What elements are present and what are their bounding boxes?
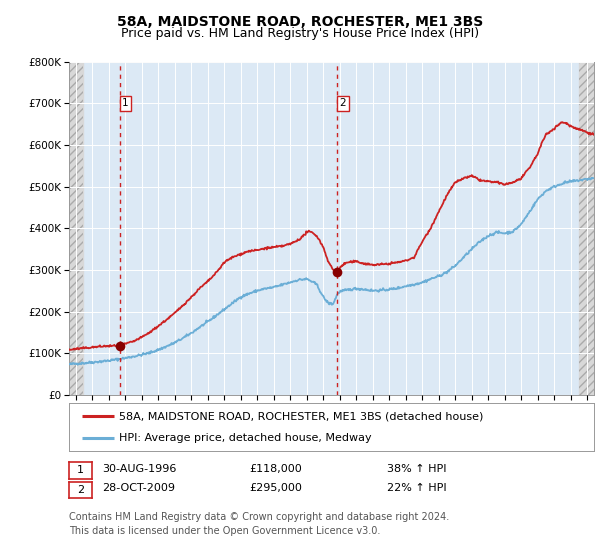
Bar (69, 62, 83, 395)
Text: 30-AUG-1996: 30-AUG-1996 (102, 464, 176, 474)
Text: Price paid vs. HM Land Registry's House Price Index (HPI): Price paid vs. HM Land Registry's House … (121, 27, 479, 40)
Text: 2: 2 (340, 98, 346, 108)
Text: 28-OCT-2009: 28-OCT-2009 (102, 483, 175, 493)
Text: 1: 1 (77, 465, 84, 475)
Text: 58A, MAIDSTONE ROAD, ROCHESTER, ME1 3BS (detached house): 58A, MAIDSTONE ROAD, ROCHESTER, ME1 3BS … (119, 411, 483, 421)
Text: £118,000: £118,000 (249, 464, 302, 474)
Bar (69, 62, 83, 395)
Text: 38% ↑ HPI: 38% ↑ HPI (387, 464, 446, 474)
Text: 22% ↑ HPI: 22% ↑ HPI (387, 483, 446, 493)
Bar (579, 62, 594, 395)
Text: HPI: Average price, detached house, Medway: HPI: Average price, detached house, Medw… (119, 433, 371, 443)
Text: £295,000: £295,000 (249, 483, 302, 493)
Text: 58A, MAIDSTONE ROAD, ROCHESTER, ME1 3BS: 58A, MAIDSTONE ROAD, ROCHESTER, ME1 3BS (117, 15, 483, 29)
Text: 1: 1 (122, 98, 129, 108)
Text: Contains HM Land Registry data © Crown copyright and database right 2024.
This d: Contains HM Land Registry data © Crown c… (69, 512, 449, 535)
Text: 2: 2 (77, 485, 84, 495)
Bar (579, 62, 594, 395)
